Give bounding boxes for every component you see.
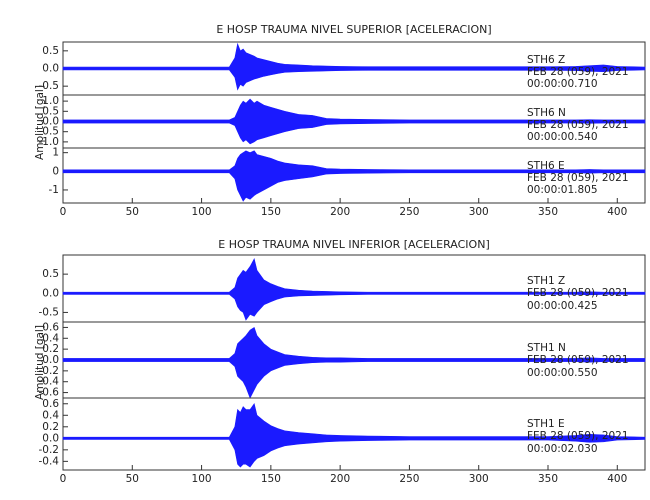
x-tick-label: 0 [60, 473, 67, 485]
trace-date: FEB 28 (059), 2021 [527, 172, 629, 184]
x-tick-label: 350 [538, 206, 558, 218]
y-tick-label: 0.0 [42, 63, 59, 75]
chart-title: E HOSP TRAUMA NIVEL INFERIOR [ACELERACIO… [218, 238, 489, 251]
waveform [62, 257, 646, 321]
trace-station: STH1 Z [527, 275, 565, 287]
y-tick-label: 0.2 [42, 343, 59, 355]
waveform [62, 98, 646, 145]
y-tick-label: -0.4 [39, 376, 60, 388]
y-tick-label: 0.6 [42, 321, 59, 333]
trace-date: FEB 28 (059), 2021 [527, 287, 629, 299]
y-tick-label: 0.0 [42, 287, 59, 299]
panel-frame [62, 147, 646, 204]
y-tick-label: -0.6 [39, 387, 60, 399]
y-tick-label: -0.5 [39, 306, 60, 318]
trace-time: 00:00:00.550 [527, 367, 598, 379]
y-axis-label: Amplitud [gal] [34, 85, 46, 160]
trace-time: 00:00:00.710 [527, 78, 598, 90]
y-tick-label: -0.4 [39, 455, 60, 467]
trace-station: STH6 N [527, 107, 566, 119]
x-tick-label: 200 [330, 206, 350, 218]
x-tick-label: 250 [399, 206, 419, 218]
x-tick-label: 100 [192, 473, 212, 485]
trace-station: STH1 N [527, 342, 566, 354]
y-tick-label: 0.2 [42, 421, 59, 433]
panel-frame [62, 397, 646, 471]
x-tick-label: 150 [261, 206, 281, 218]
y-tick-label: -0.2 [39, 365, 60, 377]
y-axis-label: Amplitud [gal] [34, 325, 46, 400]
trace-time: 00:00:01.805 [527, 184, 598, 196]
trace-date: FEB 28 (059), 2021 [527, 66, 629, 78]
y-tick-label: 1 [52, 147, 59, 159]
y-tick-label: -0.5 [39, 126, 60, 138]
x-tick-label: 50 [126, 206, 139, 218]
y-tick-label: 0.5 [42, 45, 59, 57]
x-tick-label: 250 [399, 473, 419, 485]
trace-time: 00:00:00.425 [527, 300, 598, 312]
trace-station: STH6 Z [527, 54, 565, 66]
waveform [62, 326, 646, 399]
y-tick-label: 0.4 [42, 332, 59, 344]
y-tick-label: 0.0 [42, 432, 59, 444]
x-tick-label: 150 [261, 473, 281, 485]
x-tick-label: 50 [126, 473, 139, 485]
waveform [62, 42, 646, 91]
trace-date: FEB 28 (059), 2021 [527, 430, 629, 442]
x-tick-label: 400 [607, 473, 627, 485]
trace-station: STH1 E [527, 418, 565, 430]
waveform [62, 403, 646, 468]
y-tick-label: -0.2 [39, 444, 60, 456]
y-tick-label: -0.5 [39, 80, 60, 92]
trace-station: STH6 E [527, 160, 565, 172]
x-tick-label: 100 [192, 206, 212, 218]
y-tick-label: 0.5 [42, 268, 59, 280]
y-tick-label: 0.4 [42, 409, 59, 421]
y-tick-label: 0.0 [42, 116, 59, 128]
x-tick-label: 300 [469, 206, 489, 218]
y-tick-label: 0.0 [42, 354, 59, 366]
x-tick-label: 200 [330, 473, 350, 485]
trace-time: 00:00:02.030 [527, 443, 598, 455]
waveform [62, 150, 646, 202]
x-tick-label: 350 [538, 473, 558, 485]
trace-date: FEB 28 (059), 2021 [527, 354, 629, 366]
y-tick-label: 1.0 [42, 95, 59, 107]
y-tick-label: 0 [52, 165, 59, 177]
y-tick-label: 0.6 [42, 398, 59, 410]
x-tick-label: 300 [469, 473, 489, 485]
y-tick-label: -1 [49, 184, 59, 196]
x-tick-label: 400 [607, 206, 627, 218]
trace-date: FEB 28 (059), 2021 [527, 119, 629, 131]
y-tick-label: -1.0 [39, 136, 60, 148]
chart-title: E HOSP TRAUMA NIVEL SUPERIOR [ACELERACIO… [216, 23, 491, 36]
x-tick-label: 0 [60, 206, 67, 218]
y-tick-label: 0.5 [42, 105, 59, 117]
trace-time: 00:00:00.540 [527, 131, 598, 143]
